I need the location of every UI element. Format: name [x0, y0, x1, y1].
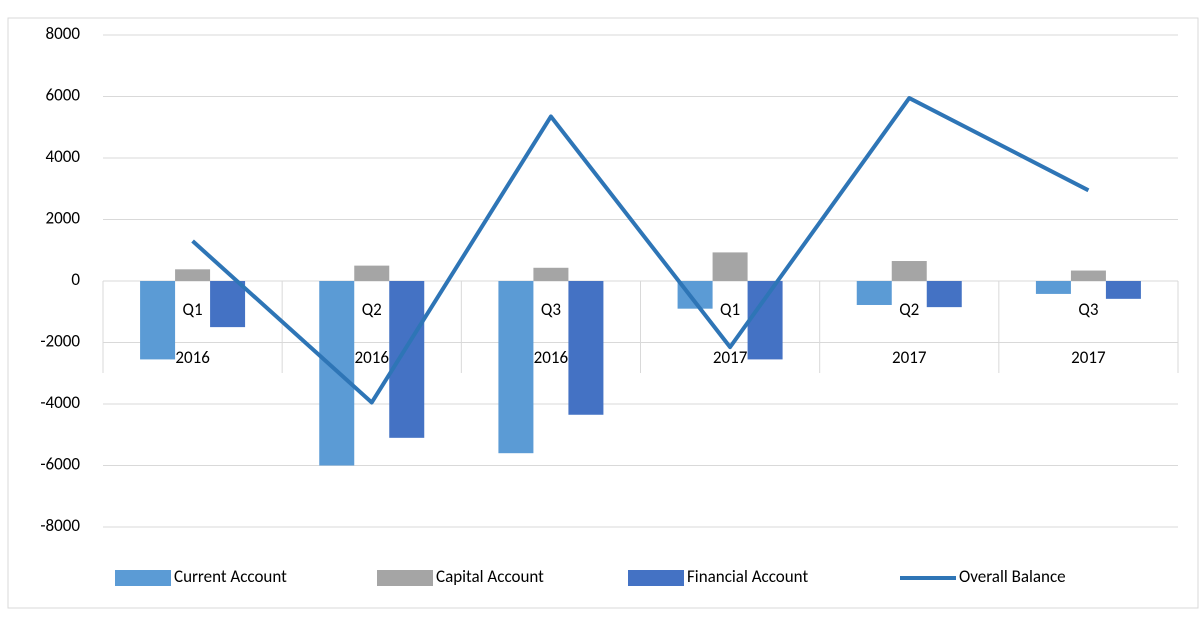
bar: [533, 267, 569, 281]
y-tick-label: -2000: [40, 331, 80, 352]
x-tick-label: Q2: [899, 299, 919, 320]
legend-swatch: [115, 570, 171, 586]
legend-label: Financial Account: [687, 566, 808, 587]
x-tick-label: Q1: [183, 299, 203, 320]
y-tick-label: 0: [71, 269, 80, 290]
bar: [210, 281, 246, 328]
y-tick-label: -4000: [40, 392, 80, 413]
bar: [175, 269, 211, 281]
y-tick-label: 4000: [46, 146, 81, 167]
bar: [568, 281, 604, 415]
bar: [747, 281, 783, 360]
y-tick-label: 6000: [46, 85, 81, 106]
y-tick-label: -6000: [40, 454, 80, 475]
x-tick-label: 2016: [355, 347, 390, 368]
y-tick-label: 2000: [46, 208, 81, 229]
x-tick-label: 2016: [175, 347, 210, 368]
bar: [712, 252, 748, 281]
x-tick-label: 2017: [892, 347, 927, 368]
legend-swatch: [377, 570, 433, 586]
y-tick-label: -8000: [40, 515, 80, 536]
x-tick-label: 2017: [713, 347, 748, 368]
bar: [856, 281, 892, 305]
x-tick-label: Q2: [362, 299, 382, 320]
x-tick-label: Q3: [1078, 299, 1098, 320]
bar: [1105, 281, 1141, 299]
x-tick-label: 2017: [1071, 347, 1106, 368]
bar: [891, 261, 927, 281]
legend-label: Overall Balance: [959, 566, 1066, 587]
line-series: [191, 96, 1090, 405]
bar: [1070, 270, 1106, 281]
x-tick-label: Q1: [720, 299, 740, 320]
bar: [1035, 281, 1071, 294]
legend-label: Current Account: [174, 566, 287, 587]
legend-swatch: [628, 570, 684, 586]
bar: [354, 265, 390, 281]
bar: [140, 281, 176, 360]
bar: [926, 281, 962, 308]
legend-label: Capital Account: [436, 566, 544, 587]
x-tick-label: Q3: [541, 299, 561, 320]
y-tick-label: 8000: [46, 23, 81, 44]
bar: [389, 281, 425, 438]
bar: [498, 281, 534, 454]
x-tick-label: 2016: [534, 347, 569, 368]
